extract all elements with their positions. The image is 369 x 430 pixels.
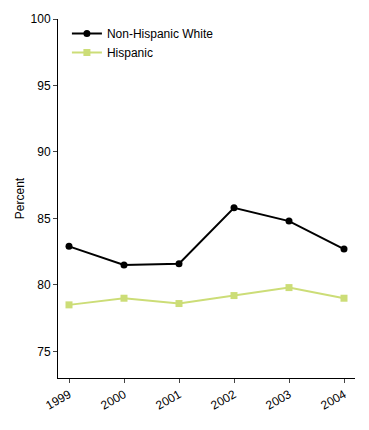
- svg-text:1999: 1999: [43, 387, 73, 413]
- svg-text:Non-Hispanic White: Non-Hispanic White: [107, 27, 213, 41]
- svg-text:2001: 2001: [153, 387, 183, 413]
- svg-text:75: 75: [37, 345, 51, 359]
- svg-text:95: 95: [37, 79, 51, 93]
- svg-text:85: 85: [37, 212, 51, 226]
- svg-text:90: 90: [37, 145, 51, 159]
- svg-text:100: 100: [31, 12, 51, 26]
- svg-text:2000: 2000: [98, 387, 128, 413]
- svg-text:Percent: Percent: [13, 177, 27, 219]
- svg-text:80: 80: [37, 278, 51, 292]
- svg-text:2004: 2004: [318, 387, 348, 413]
- svg-text:2002: 2002: [208, 387, 238, 413]
- svg-text:Hispanic: Hispanic: [107, 46, 153, 60]
- svg-text:2003: 2003: [263, 387, 293, 413]
